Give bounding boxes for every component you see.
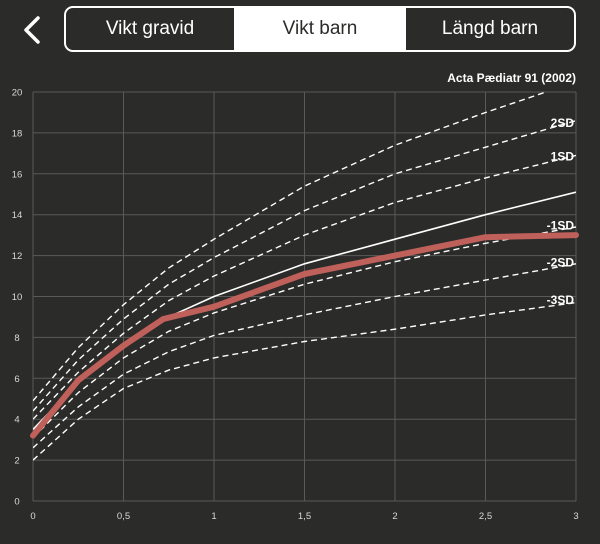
x-tick-label: 2 (392, 511, 397, 522)
y-tick-label: 12 (12, 251, 23, 262)
child-weight-curve (30, 232, 579, 439)
y-tick-label: 18 (12, 128, 23, 139)
tab-vikt-barn[interactable]: Vikt barn (234, 8, 404, 50)
sd-label: 1SD (551, 149, 575, 163)
x-tick-label: 0 (30, 511, 35, 522)
reference-curve-dashed (33, 92, 549, 402)
y-tick-label: 16 (12, 169, 23, 180)
y-tick-label: 4 (14, 415, 19, 426)
y-tick-label: 2 (14, 456, 19, 467)
y-tick-label: 6 (14, 374, 19, 385)
x-tick-label: 3 (573, 511, 578, 522)
y-tick-label: 20 (12, 88, 23, 99)
sd-label: -2SD (547, 256, 575, 270)
sd-label: 2SD (551, 116, 575, 130)
reference-curve-dashed (33, 119, 576, 412)
x-tick-label: 0,5 (117, 511, 130, 522)
reference-curve-dashed (33, 301, 576, 461)
sd-label: -1SD (547, 219, 575, 233)
y-tick-label: 0 (14, 497, 19, 508)
chart-type-tabs: Vikt gravid Vikt barn Längd barn (64, 6, 576, 52)
x-tick-label: 2,5 (479, 511, 492, 522)
reference-curve-dashed (33, 226, 576, 439)
back-button[interactable] (12, 10, 52, 50)
y-tick-label: 14 (12, 210, 23, 221)
x-tick-label: 1,5 (298, 511, 311, 522)
sd-label: -3SD (547, 293, 575, 307)
x-tick-label: 1 (211, 511, 216, 522)
reference-curve-dashed (33, 263, 576, 449)
reference-curve-dashed (33, 154, 576, 420)
chart-source: Acta Pædiatr 91 (2002) (447, 71, 576, 85)
chevron-left-icon (24, 16, 40, 44)
y-tick-label: 8 (14, 333, 19, 344)
y-tick-label: 10 (12, 292, 23, 303)
tab-langd-barn[interactable]: Längd barn (404, 8, 574, 50)
tab-vikt-gravid[interactable]: Vikt gravid (105, 18, 195, 39)
